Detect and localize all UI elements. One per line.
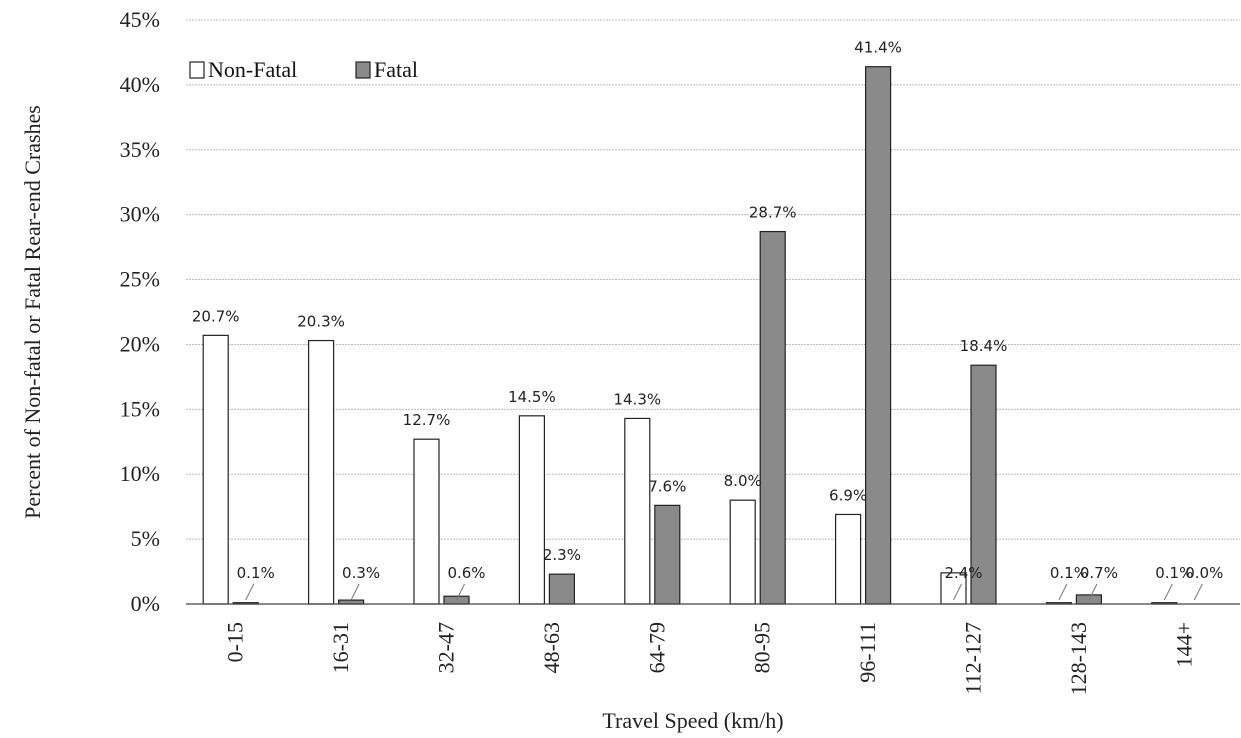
data-label: 0.1% [237,564,275,582]
x-tick-label: 80-95 [750,622,775,673]
non-fatal-bar [308,339,335,605]
fatal-bar [548,573,576,605]
data-label: 0.6% [447,564,485,582]
x-tick-label: 112-127 [961,622,986,695]
x-tick-label: 48-63 [539,622,564,673]
x-tick-label: 16-31 [328,622,353,673]
x-tick-labels: 0-15 16-31 32-47 48-63 64-79 80-95 96-111 112-1… [223,622,1197,695]
data-label: 0.1% [1050,564,1088,582]
data-label-leader [1193,583,1203,601]
y-tick-label: 0% [131,591,160,616]
data-label: 7.6% [648,477,686,495]
data-label: 14.3% [613,390,661,408]
x-tick-label: 96-111 [855,622,880,683]
non-fatal-bar [834,513,862,605]
data-label-leader [953,583,962,601]
data-label: 2.3% [543,546,581,564]
data-label: 41.4% [854,39,902,57]
y-tick-label: 20% [120,331,160,356]
non-fatal-bar [518,415,546,605]
gridlines [186,19,1240,540]
data-label: 0.7% [1080,564,1118,582]
data-label-leader [456,583,465,601]
fatal-legend-swatch [355,61,371,79]
data-label: 2.4% [944,564,982,582]
legend-label: Fatal [374,57,418,82]
x-axis-title: Travel Speed (km/h) [602,708,783,733]
y-tick-label: 10% [120,461,160,486]
fatal-bar [970,364,997,605]
x-tick-label: 64-79 [644,622,669,673]
y-tick-label: 40% [120,72,160,97]
data-label: 14.5% [508,388,556,406]
fatal-bar [443,595,470,605]
data-label: 0.3% [342,564,380,582]
data-label: 20.3% [297,313,345,331]
data-label-leader [1163,583,1173,601]
non-fatal-bar [413,438,440,605]
data-label: 28.7% [749,204,797,222]
data-label: 8.0% [724,472,762,490]
fatal-bar [864,66,892,605]
y-tick-label: 15% [120,396,160,421]
y-axis-title: Percent of Non-fatal or Fatal Rear-end C… [20,105,45,519]
legend-label: Non-Fatal [208,57,297,82]
y-tick-label: 35% [120,137,160,162]
bars [202,66,1178,605]
y-tick-label: 25% [120,267,160,292]
data-labels: 20.7% 0.1% 20.3% 0.3% 12.7% 0.6% 14.5% 2.3% 14.3… [192,39,1223,601]
non-fatal-legend-swatch [189,61,205,79]
non-fatal-bar [624,417,651,605]
fatal-bar [759,230,786,605]
non-fatal-bar [729,499,756,605]
data-label: 6.9% [829,486,867,504]
x-tick-label: 32-47 [434,622,459,673]
y-tick-label: 30% [120,202,160,227]
x-tick-label: 144+ [1171,622,1196,667]
legend: Non-Fatal Fatal [189,57,418,82]
y-tick-labels: 0% 5% 10% 15% 20% 25% 30% 35% 40% 45% [120,7,160,616]
data-label-leader [245,583,255,601]
x-tick-label: 0-15 [223,622,248,662]
fatal-bar [654,504,681,605]
non-fatal-bar [202,334,229,605]
data-label: 0.1% [1155,564,1193,582]
data-label: 18.4% [960,337,1008,355]
data-label-leader [1058,583,1068,601]
data-label: 12.7% [403,411,451,429]
y-tick-label: 5% [131,526,160,551]
y-tick-label: 45% [120,7,160,32]
data-label-leader [1088,583,1098,601]
data-label: 0.0% [1185,564,1223,582]
x-tick-label: 128-143 [1066,622,1091,695]
data-label-leader [350,583,360,601]
data-label: 20.7% [192,307,240,325]
